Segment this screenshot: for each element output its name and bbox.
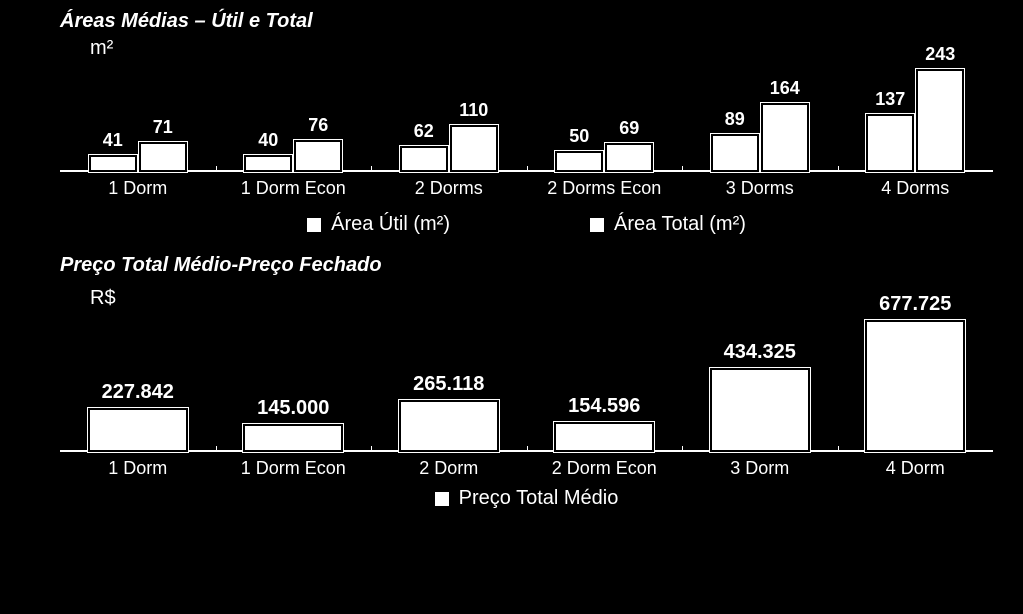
legend-swatch-icon: [590, 218, 604, 232]
bar: [294, 140, 342, 172]
bar: [450, 125, 498, 172]
legend-swatch-icon: [307, 218, 321, 232]
chart2-group: 265.118: [371, 373, 527, 452]
bar: [89, 155, 137, 172]
bar: [865, 320, 965, 452]
bar-wrap: 145.000: [228, 397, 360, 452]
category-label: 2 Dorm: [371, 458, 527, 479]
bar-value-label: 137: [875, 89, 905, 110]
bar-value-label: 243: [925, 44, 955, 65]
bar-wrap: 137: [866, 89, 914, 172]
bar-value-label: 62: [414, 121, 434, 142]
chart2-group: 434.325: [682, 341, 838, 452]
bar: [711, 134, 759, 172]
chart2-groups: 227.842145.000265.118154.596434.325677.7…: [60, 312, 993, 452]
bar-wrap: 154.596: [539, 395, 671, 452]
bar: [400, 146, 448, 172]
bar-value-label: 154.596: [568, 395, 640, 418]
bar-wrap: 227.842: [72, 381, 204, 452]
bar-value-label: 50: [569, 126, 589, 147]
bar-value-label: 89: [725, 109, 745, 130]
chart1-group: 62 110: [371, 100, 527, 172]
chart2-categories: 1 Dorm1 Dorm Econ2 Dorm2 Dorm Econ3 Dorm…: [60, 458, 993, 479]
bar: [88, 408, 188, 452]
category-label: 3 Dorms: [682, 178, 838, 199]
bar-value-label: 227.842: [102, 381, 174, 404]
bar-wrap: 62: [400, 121, 448, 172]
legend-label: Preço Total Médio: [459, 487, 619, 510]
bar-wrap: 434.325: [694, 341, 826, 452]
category-label: 2 Dorms: [371, 178, 527, 199]
category-label: 3 Dorm: [682, 458, 838, 479]
bar-wrap: 69: [605, 118, 653, 172]
bar-value-label: 71: [153, 117, 173, 138]
chart1-groups: 4171407662110506989164137243: [60, 62, 993, 172]
bar-wrap: 89: [711, 109, 759, 172]
legend-swatch-icon: [435, 492, 449, 506]
chart1-group: 137 243: [838, 44, 994, 172]
category-label: 2 Dorms Econ: [527, 178, 683, 199]
chart1-legend: Área Útil (m²) Área Total (m²): [60, 213, 993, 236]
bar-value-label: 41: [103, 130, 123, 151]
bar: [555, 151, 603, 172]
bar-value-label: 40: [258, 130, 278, 151]
bar: [243, 424, 343, 452]
chart1-group: 89 164: [682, 78, 838, 172]
bar-value-label: 76: [308, 115, 328, 136]
category-label: 1 Dorm: [60, 178, 216, 199]
legend-item-area-total: Área Total (m²): [590, 213, 746, 236]
chart2-title: Preço Total Médio-Preço Fechado: [60, 254, 993, 277]
chart2-legend: Preço Total Médio: [60, 487, 993, 510]
bar-wrap: 164: [761, 78, 809, 172]
bar: [761, 103, 809, 172]
category-label: 1 Dorm: [60, 458, 216, 479]
bar-wrap: 50: [555, 126, 603, 172]
bar-value-label: 145.000: [257, 397, 329, 420]
chart1-title: Áreas Médias – Útil e Total: [60, 10, 993, 33]
chart1-plot: 4171407662110506989164137243: [60, 62, 993, 172]
bar-value-label: 265.118: [413, 373, 484, 396]
page: Áreas Médias – Útil e Total m² 417140766…: [0, 0, 1023, 614]
chart2-group: 154.596: [527, 395, 683, 452]
bar-value-label: 164: [770, 78, 800, 99]
chart1-categories: 1 Dorm1 Dorm Econ2 Dorms2 Dorms Econ3 Do…: [60, 178, 993, 199]
bar: [554, 422, 654, 452]
bar: [866, 114, 914, 172]
chart2-group: 677.725: [838, 293, 994, 452]
chart2-plot: 227.842145.000265.118154.596434.325677.7…: [60, 312, 993, 452]
legend-label: Área Total (m²): [614, 213, 746, 236]
bar-wrap: 243: [916, 44, 964, 172]
bar: [605, 143, 653, 172]
category-label: 4 Dorms: [838, 178, 994, 199]
bar-value-label: 677.725: [879, 293, 951, 316]
bar-value-label: 110: [459, 100, 488, 121]
bar-wrap: 110: [450, 100, 498, 172]
category-label: 2 Dorm Econ: [527, 458, 683, 479]
bar: [710, 368, 810, 452]
bar-wrap: 76: [294, 115, 342, 172]
bar-value-label: 434.325: [724, 341, 796, 364]
chart1-group: 50 69: [527, 118, 683, 172]
bar: [139, 142, 187, 172]
legend-item-preco: Preço Total Médio: [435, 487, 619, 510]
bar-value-label: 69: [619, 118, 639, 139]
bar: [916, 69, 964, 172]
chart2-group: 145.000: [216, 397, 372, 452]
category-label: 1 Dorm Econ: [216, 178, 372, 199]
category-label: 1 Dorm Econ: [216, 458, 372, 479]
bar-wrap: 677.725: [850, 293, 982, 452]
bar-wrap: 71: [139, 117, 187, 172]
legend-label: Área Útil (m²): [331, 213, 450, 236]
chart1-group: 40 76: [216, 115, 372, 172]
legend-item-area-util: Área Útil (m²): [307, 213, 450, 236]
bar: [399, 400, 499, 452]
chart2-group: 227.842: [60, 381, 216, 452]
bar: [244, 155, 292, 172]
chart1-group: 41 71: [60, 117, 216, 172]
bar-wrap: 40: [244, 130, 292, 172]
bar-wrap: 265.118: [383, 373, 515, 452]
category-label: 4 Dorm: [838, 458, 994, 479]
bar-wrap: 41: [89, 130, 137, 172]
